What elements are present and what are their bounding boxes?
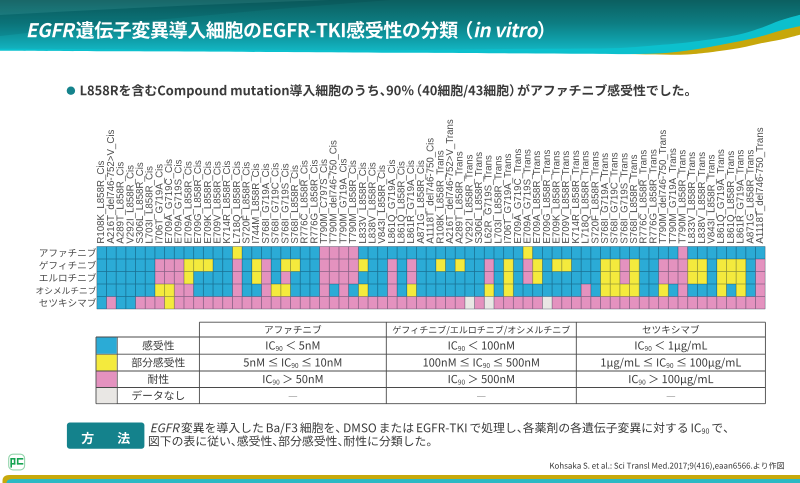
svg-text:V843I_L858R_Cis: V843I_L858R_Cis [377, 165, 388, 244]
svg-text:L833V_L858R_Cis: L833V_L858R_Cis [358, 162, 369, 243]
svg-text:L838V_L858R_Trans: L838V_L858R_Trans [697, 152, 708, 244]
svg-text:S720F_L858R_Trans: S720F_L858R_Trans [590, 151, 601, 243]
svg-text:E709A_G719C_Cis: E709A_G719C_Cis [164, 159, 175, 244]
svg-text:T790M_del746-750_Cis: T790M_del746-750_Cis [329, 140, 340, 244]
svg-text:E709G_L858R_Cis: E709G_L858R_Cis [193, 160, 204, 244]
svg-text:E709K_L858R_Cis: E709K_L858R_Cis [203, 161, 214, 244]
svg-text:V292I_L858R_Trans: V292I_L858R_Trans [464, 154, 475, 243]
svg-text:A1118T_del746-750_Trans: A1118T_del746-750_Trans [755, 127, 766, 243]
svg-text:R108K_L858R_Trans: R108K_L858R_Trans [435, 150, 446, 244]
svg-text:R776G_L858R_Trans: R776G_L858R_Trans [648, 149, 659, 244]
svg-text:L861Q_G719A_Trans: L861Q_G719A_Trans [716, 149, 727, 244]
svg-text:L838V_L858R_Cis: L838V_L858R_Cis [367, 162, 378, 243]
svg-text:L718Q_L858R_Cis: L718Q_L858R_Cis [232, 161, 243, 244]
svg-text:S768I_G719S_Cis: S768I_G719S_Cis [280, 163, 291, 243]
svg-text:E709A_G719S_Cis: E709A_G719S_Cis [174, 159, 185, 243]
svg-text:T790M_G719A_Trans: T790M_G719A_Trans [668, 148, 679, 244]
svg-text:E709A_G719S_Trans: E709A_G719S_Trans [522, 149, 533, 244]
svg-text:L861R_G719A_Trans: L861R_G719A_Trans [736, 150, 747, 244]
svg-text:K714R_L858R_Trans: K714R_L858R_Trans [571, 150, 582, 244]
svg-text:S768I_L858R_Cis: S768I_L858R_Cis [290, 165, 301, 244]
svg-text:I744M_L858R_Cis: I744M_L858R_Cis [251, 163, 262, 243]
svg-text:T790M_G719A_Cis: T790M_G719A_Cis [338, 158, 349, 243]
svg-text:L861R_G719A_Cis: L861R_G719A_Cis [406, 160, 417, 244]
svg-text:L861Q_G719A_Cis: L861Q_G719A_Cis [387, 159, 398, 243]
svg-text:I706T_G719A_Cis: I706T_G719A_Cis [154, 164, 165, 244]
svg-text:L833V_L858R_Trans: L833V_L858R_Trans [687, 152, 698, 244]
svg-text:K714R_L858R_Cis: K714R_L858R_Cis [222, 161, 233, 244]
svg-text:R776G_L858R_Cis: R776G_L858R_Cis [309, 159, 320, 243]
svg-text:E709V_L858R_Trans: E709V_L858R_Trans [561, 151, 572, 244]
svg-text:T790M_L858R_Cis: T790M_L858R_Cis [348, 160, 359, 244]
svg-text:A216T_del746-752>V_Trans: A216T_del746-752>V_Trans [445, 119, 456, 243]
svg-text:L861Q_L858R_Cis: L861Q_L858R_Cis [397, 161, 408, 244]
svg-text:E709V_L858R_Cis: E709V_L858R_Cis [212, 161, 223, 244]
svg-text:T790M_L858R_Trans: T790M_L858R_Trans [677, 150, 688, 244]
svg-text:S306L_L858R_Trans: S306L_L858R_Trans [474, 152, 485, 244]
svg-text:E709A_G719C_Trans: E709A_G719C_Trans [513, 148, 524, 243]
svg-text:S768I_G719C_Trans: S768I_G719C_Trans [610, 152, 621, 243]
svg-text:A1118T_del746-750_Cis: A1118T_del746-750_Cis [426, 138, 437, 244]
svg-text:S768I_G719C_Cis: S768I_G719C_Cis [271, 163, 282, 244]
svg-text:E709A_L858R_Cis: E709A_L858R_Cis [183, 161, 194, 244]
svg-text:I706T_G719A_Trans: I706T_G719A_Trans [503, 153, 514, 243]
svg-text:A216T_del746-752>V_Cis: A216T_del746-752>V_Cis [106, 130, 117, 244]
svg-text:A871G_L858R_Trans: A871G_L858R_Trans [745, 150, 756, 244]
svg-text:E709A_L858R_Trans: E709A_L858R_Trans [532, 151, 543, 244]
svg-text:A289T_L858R_Trans: A289T_L858R_Trans [455, 151, 466, 243]
svg-text:R776C_L858R_Cis: R776C_L858R_Cis [300, 160, 311, 244]
svg-text:R776C_L858R_Trans: R776C_L858R_Trans [639, 150, 650, 244]
svg-text:T790M_del746-750_Trans: T790M_del746-750_Trans [658, 130, 669, 244]
svg-text:S768I_L858R_Trans: S768I_L858R_Trans [629, 154, 640, 243]
svg-text:V843I_L858R_Trans: V843I_L858R_Trans [707, 154, 718, 243]
svg-text:V292I_L858R_Cis: V292I_L858R_Cis [125, 165, 136, 244]
svg-text:E709K_L858R_Trans: E709K_L858R_Trans [552, 151, 563, 244]
svg-text:T790M_C797S_Cis: T790M_C797S_Cis [319, 159, 330, 244]
svg-text:E709G_L858R_Trans: E709G_L858R_Trans [542, 150, 553, 244]
svg-text:L718Q_L858R_Trans: L718Q_L858R_Trans [581, 151, 592, 244]
svg-text:L62R_G719S_Trans: L62R_G719S_Trans [484, 155, 495, 244]
svg-text:L861Q_L858R_Trans: L861Q_L858R_Trans [726, 151, 737, 244]
svg-text:S768I_G719A_Cis: S768I_G719A_Cis [261, 163, 272, 243]
svg-text:S768I_G719A_Trans: S768I_G719A_Trans [600, 153, 611, 244]
svg-text:S720F_L858R_Cis: S720F_L858R_Cis [242, 162, 253, 244]
svg-text:S306L_L858R_Cis: S306L_L858R_Cis [135, 162, 146, 243]
svg-text:L703I_L858R_Trans: L703I_L858R_Trans [493, 155, 504, 243]
svg-text:A871G_L858R_Cis: A871G_L858R_Cis [416, 160, 427, 244]
svg-text:A289T_L858R_Cis: A289T_L858R_Cis [116, 162, 127, 244]
svg-text:L703I_L858R_Cis: L703I_L858R_Cis [145, 166, 156, 244]
svg-text:S768I_G719S_Trans: S768I_G719S_Trans [619, 153, 630, 244]
svg-text:R108K_L858R_Cis: R108K_L858R_Cis [96, 161, 107, 244]
